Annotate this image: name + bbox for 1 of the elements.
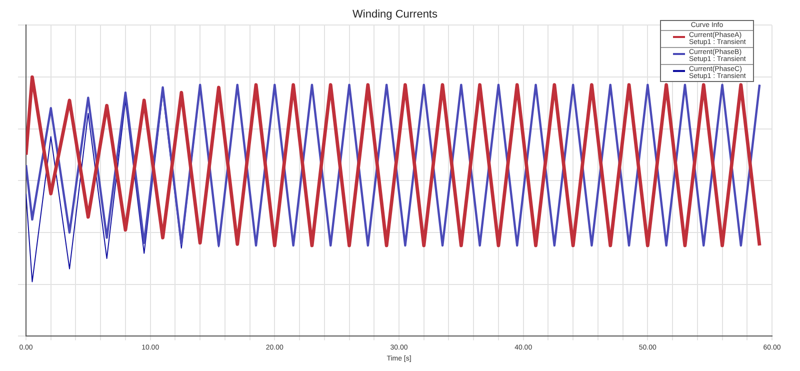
chart-title: Winding Currents [352, 8, 438, 21]
